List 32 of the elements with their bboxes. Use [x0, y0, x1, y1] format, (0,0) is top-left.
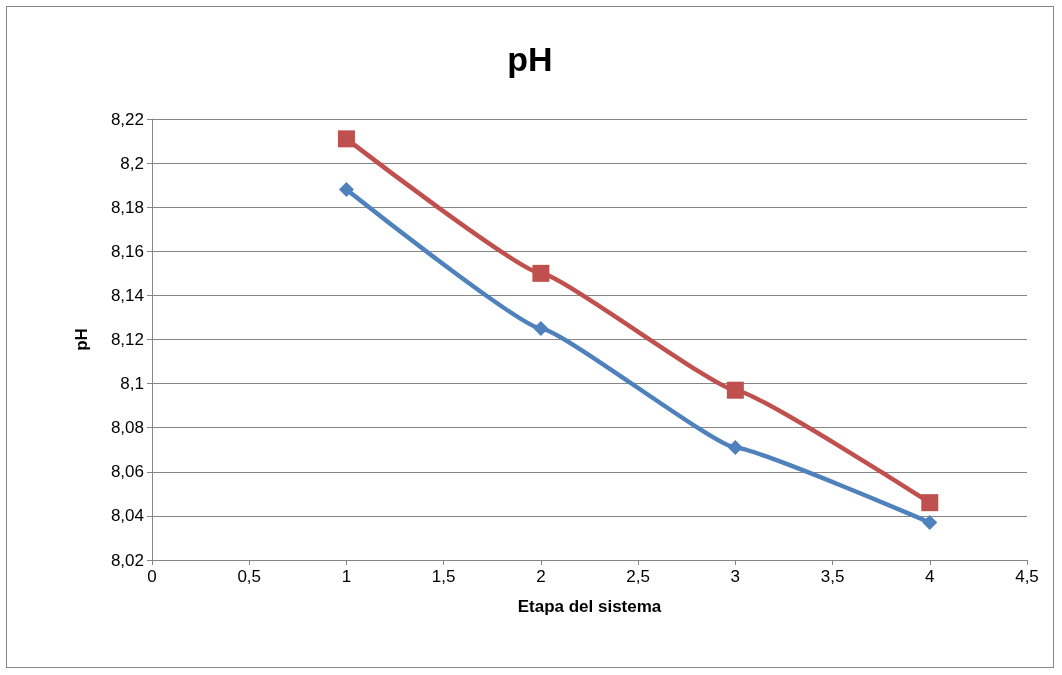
y-tick-label: 8,16: [110, 241, 144, 261]
y-tick-label: 8,06: [110, 462, 144, 482]
y-tick-label: 8,08: [110, 418, 144, 438]
point: [532, 264, 550, 282]
chart-title: pH: [507, 40, 553, 78]
point: [338, 182, 354, 198]
y-tick-label: 8,18: [110, 197, 144, 217]
y-tick-label: 8,04: [110, 506, 144, 526]
x-tick-label: 1: [341, 567, 352, 586]
y-axis-title: pH: [72, 328, 91, 351]
x-tick-label: 2: [536, 567, 546, 586]
y-tick-label: 8,02: [110, 550, 144, 570]
y-tick-label: 8,1: [120, 374, 144, 394]
point: [726, 381, 744, 399]
x-axis-title: Etapa del sistema: [517, 597, 662, 616]
x-tick-label: 1,5: [431, 567, 456, 586]
y-tick-label: 8,14: [110, 285, 144, 305]
point: [922, 515, 938, 531]
y-tick-label: 8,12: [110, 330, 144, 349]
x-tick-label: 0,5: [237, 567, 262, 586]
point: [533, 320, 549, 336]
point: [337, 130, 355, 148]
x-tick-label: 3: [730, 567, 741, 586]
point: [727, 440, 743, 456]
x-tick-label: 4,5: [1015, 567, 1039, 586]
point: [921, 494, 939, 512]
x-tick-label: 0: [147, 567, 157, 586]
y-tick-label: 8,2: [120, 153, 144, 173]
x-tick-label: 2,5: [626, 567, 650, 586]
x-tick-label: 4: [925, 567, 935, 586]
y-tick-label: 8,22: [110, 109, 144, 129]
x-tick-label: 3,5: [820, 567, 845, 586]
